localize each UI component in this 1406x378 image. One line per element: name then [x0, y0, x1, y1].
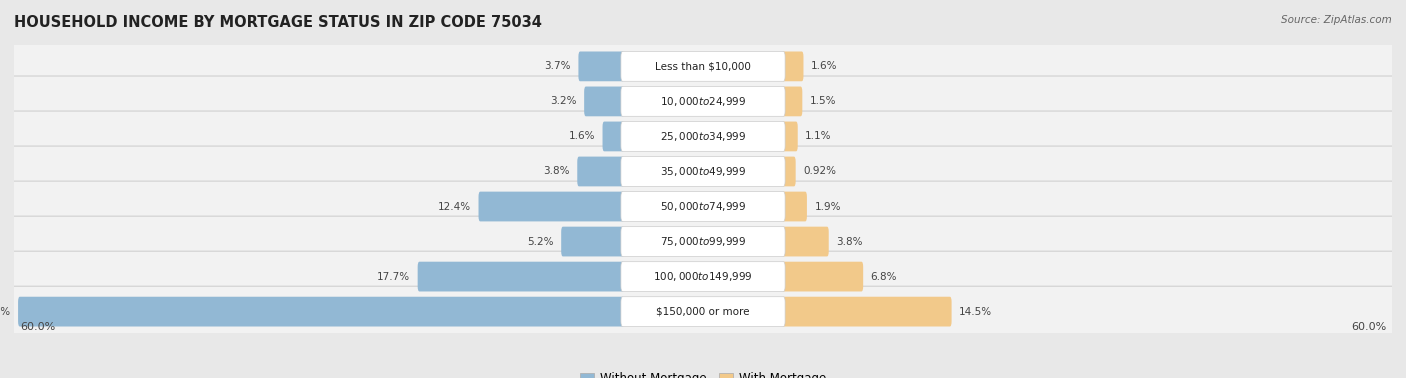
FancyBboxPatch shape [418, 262, 624, 291]
Text: 60.0%: 60.0% [20, 322, 55, 332]
FancyBboxPatch shape [621, 262, 785, 291]
Text: Source: ZipAtlas.com: Source: ZipAtlas.com [1281, 15, 1392, 25]
Text: 12.4%: 12.4% [437, 201, 471, 212]
FancyBboxPatch shape [11, 41, 1395, 92]
Text: 60.0%: 60.0% [1351, 322, 1386, 332]
FancyBboxPatch shape [11, 111, 1395, 162]
FancyBboxPatch shape [782, 156, 796, 186]
Legend: Without Mortgage, With Mortgage: Without Mortgage, With Mortgage [575, 367, 831, 378]
Text: 1.5%: 1.5% [810, 96, 837, 107]
FancyBboxPatch shape [621, 297, 785, 327]
Text: Less than $10,000: Less than $10,000 [655, 61, 751, 71]
Text: 3.7%: 3.7% [544, 61, 571, 71]
FancyBboxPatch shape [621, 87, 785, 116]
Text: $35,000 to $49,999: $35,000 to $49,999 [659, 165, 747, 178]
FancyBboxPatch shape [621, 227, 785, 256]
FancyBboxPatch shape [603, 122, 624, 151]
Text: 0.92%: 0.92% [803, 166, 837, 177]
Text: $100,000 to $149,999: $100,000 to $149,999 [654, 270, 752, 283]
Text: 1.9%: 1.9% [814, 201, 841, 212]
FancyBboxPatch shape [621, 192, 785, 222]
Text: 52.5%: 52.5% [0, 307, 11, 317]
FancyBboxPatch shape [11, 76, 1395, 127]
Text: 1.6%: 1.6% [568, 132, 595, 141]
Text: 3.8%: 3.8% [837, 237, 863, 246]
FancyBboxPatch shape [18, 297, 624, 327]
Text: $50,000 to $74,999: $50,000 to $74,999 [659, 200, 747, 213]
Text: $75,000 to $99,999: $75,000 to $99,999 [659, 235, 747, 248]
FancyBboxPatch shape [561, 227, 624, 256]
Text: 6.8%: 6.8% [870, 271, 897, 282]
FancyBboxPatch shape [782, 87, 803, 116]
Text: 3.2%: 3.2% [550, 96, 576, 107]
FancyBboxPatch shape [11, 146, 1395, 197]
FancyBboxPatch shape [583, 87, 624, 116]
Text: $150,000 or more: $150,000 or more [657, 307, 749, 317]
FancyBboxPatch shape [11, 286, 1395, 337]
FancyBboxPatch shape [578, 156, 624, 186]
FancyBboxPatch shape [621, 51, 785, 81]
FancyBboxPatch shape [11, 216, 1395, 267]
Text: $10,000 to $24,999: $10,000 to $24,999 [659, 95, 747, 108]
FancyBboxPatch shape [11, 251, 1395, 302]
FancyBboxPatch shape [11, 181, 1395, 232]
FancyBboxPatch shape [782, 227, 828, 256]
FancyBboxPatch shape [782, 262, 863, 291]
FancyBboxPatch shape [782, 122, 797, 151]
FancyBboxPatch shape [782, 192, 807, 222]
FancyBboxPatch shape [621, 156, 785, 186]
FancyBboxPatch shape [782, 297, 952, 327]
FancyBboxPatch shape [621, 122, 785, 151]
FancyBboxPatch shape [782, 51, 803, 81]
Text: 3.8%: 3.8% [543, 166, 569, 177]
Text: 17.7%: 17.7% [377, 271, 411, 282]
Text: $25,000 to $34,999: $25,000 to $34,999 [659, 130, 747, 143]
Text: 14.5%: 14.5% [959, 307, 993, 317]
Text: HOUSEHOLD INCOME BY MORTGAGE STATUS IN ZIP CODE 75034: HOUSEHOLD INCOME BY MORTGAGE STATUS IN Z… [14, 15, 541, 30]
FancyBboxPatch shape [578, 51, 624, 81]
Text: 1.1%: 1.1% [806, 132, 832, 141]
Text: 1.6%: 1.6% [811, 61, 838, 71]
FancyBboxPatch shape [478, 192, 624, 222]
Text: 5.2%: 5.2% [527, 237, 554, 246]
